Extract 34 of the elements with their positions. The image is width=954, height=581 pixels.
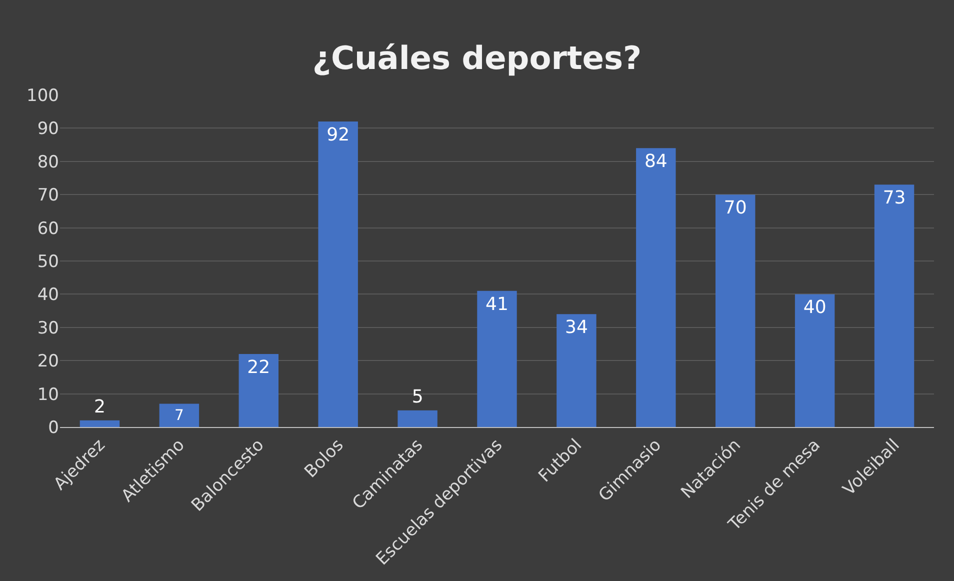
chart-title: ¿Cuáles deportes? <box>312 38 642 77</box>
bar <box>80 420 120 427</box>
bar <box>716 194 756 427</box>
bar <box>556 314 596 427</box>
y-tick-label: 70 <box>37 186 59 206</box>
bar <box>477 290 517 427</box>
data-label: 22 <box>247 356 270 378</box>
y-tick-label: 50 <box>37 252 59 272</box>
bar <box>398 410 438 427</box>
data-label: 84 <box>644 151 668 172</box>
data-label: 5 <box>412 386 424 408</box>
y-tick-label: 60 <box>37 218 59 239</box>
data-label: 41 <box>486 294 508 315</box>
bar <box>636 148 676 427</box>
y-tick-label: 80 <box>37 152 59 172</box>
data-label: 92 <box>326 124 350 146</box>
bar <box>159 404 200 427</box>
bar <box>794 294 835 427</box>
y-tick-label: 90 <box>37 119 59 140</box>
y-tick-label: 0 <box>48 418 59 438</box>
y-tick-label: 20 <box>37 352 59 372</box>
data-label: 40 <box>803 297 826 318</box>
y-tick-label: 30 <box>37 318 59 338</box>
data-label: 7 <box>174 406 184 424</box>
data-label: 70 <box>724 198 747 219</box>
y-tick-label: 10 <box>37 384 59 405</box>
y-tick-label: 40 <box>37 285 59 306</box>
bar <box>318 122 358 427</box>
data-label: 73 <box>882 188 906 209</box>
data-label: 34 <box>565 317 588 338</box>
data-label: 2 <box>94 396 106 418</box>
y-tick-label: 100 <box>26 86 59 106</box>
bar <box>874 184 914 427</box>
bar <box>238 354 278 427</box>
